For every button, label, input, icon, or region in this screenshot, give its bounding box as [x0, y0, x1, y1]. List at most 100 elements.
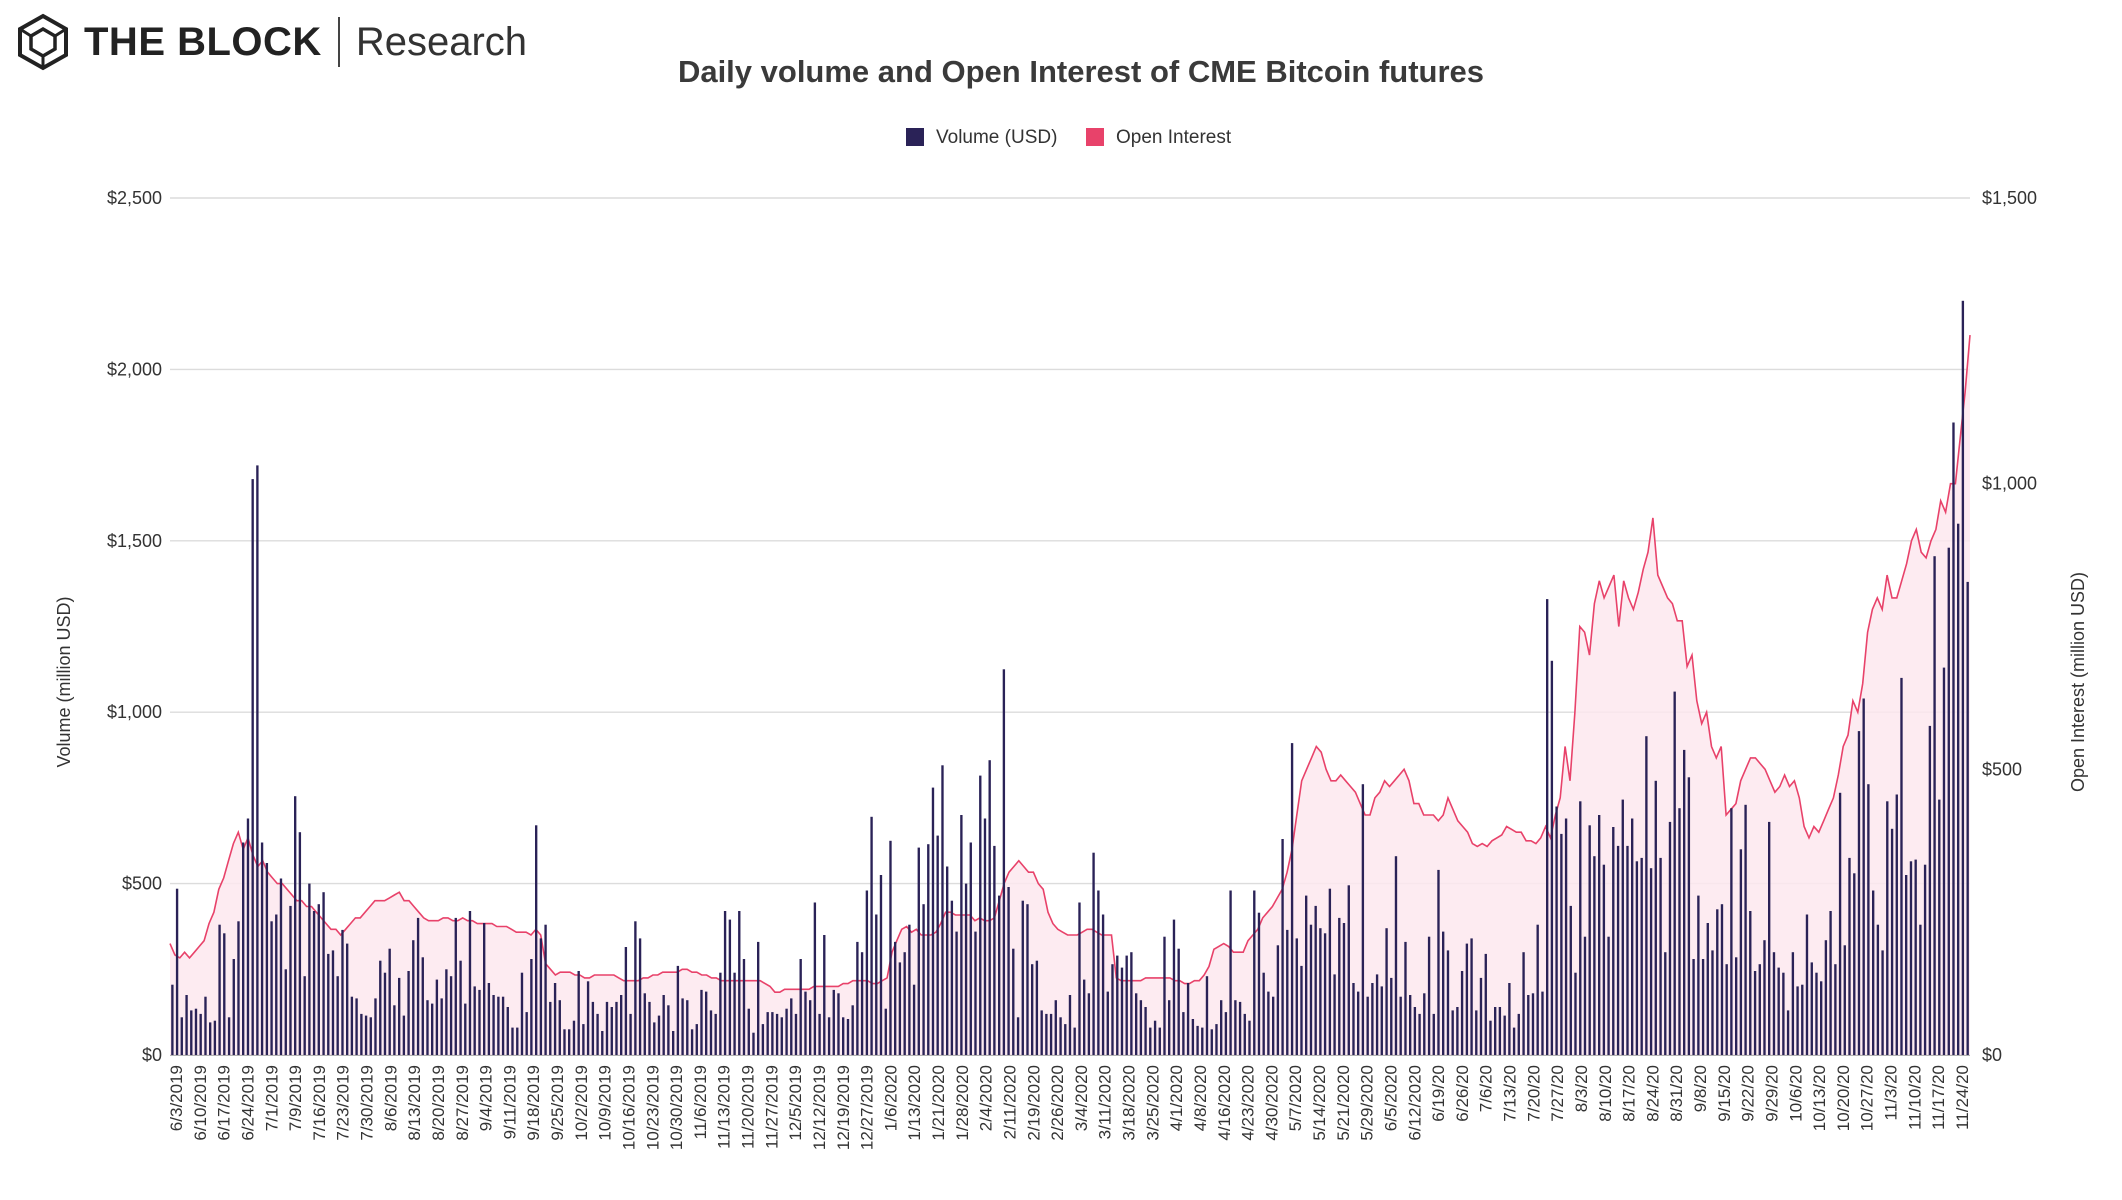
volume-bar: [884, 1008, 887, 1055]
volume-bar: [1957, 523, 1960, 1055]
volume-bar: [1607, 936, 1610, 1055]
volume-bar: [421, 957, 424, 1055]
x-tick-label: 10/30/2019: [667, 1065, 686, 1150]
volume-bar: [1437, 869, 1440, 1055]
volume-bar: [1716, 909, 1719, 1055]
volume-bar: [1054, 1000, 1057, 1055]
x-tick-label: 2/19/2020: [1024, 1065, 1043, 1141]
volume-bar: [757, 941, 760, 1055]
volume-bar: [771, 1012, 774, 1055]
volume-bar: [667, 1005, 670, 1055]
volume-bar: [544, 924, 547, 1055]
volume-bar: [393, 1005, 396, 1055]
volume-bar: [1135, 993, 1138, 1055]
volume-bar: [690, 1029, 694, 1055]
x-tick-label: 8/10/20: [1596, 1065, 1615, 1122]
volume-bar: [520, 972, 524, 1055]
volume-bar: [535, 825, 538, 1055]
volume-bar: [629, 1013, 632, 1055]
volume-bar: [1423, 993, 1426, 1055]
volume-bar: [445, 969, 448, 1055]
volume-bar: [1257, 912, 1261, 1055]
volume-bar: [624, 947, 628, 1055]
volume-bar: [1569, 905, 1572, 1055]
x-tick-label: 1/28/2020: [953, 1065, 972, 1141]
x-tick-label: 10/27/20: [1858, 1065, 1877, 1131]
volume-bar: [1668, 821, 1672, 1055]
volume-bar: [199, 1013, 202, 1055]
x-tick-label: 1/6/2020: [881, 1065, 900, 1131]
x-tick-label: 5/29/2020: [1358, 1065, 1377, 1141]
volume-bar: [728, 919, 732, 1055]
volume-bar: [1314, 905, 1317, 1055]
volume-bar: [1664, 952, 1667, 1055]
volume-bar: [279, 878, 283, 1055]
x-tick-label: 11/20/2019: [739, 1065, 758, 1149]
x-tick-label: 11/17/20: [1929, 1065, 1948, 1130]
x-tick-label: 10/20/20: [1834, 1065, 1853, 1131]
volume-bar: [572, 1020, 576, 1055]
volume-bar: [1163, 936, 1166, 1055]
volume-bar: [1380, 986, 1383, 1055]
volume-bar: [927, 844, 930, 1055]
volume-bar: [549, 1001, 552, 1055]
x-tick-label: 3/18/2020: [1120, 1065, 1139, 1141]
volume-bar: [412, 940, 415, 1055]
volume-bar: [1342, 923, 1346, 1055]
x-tick-label: 9/4/2019: [477, 1065, 496, 1131]
volume-bar: [1730, 808, 1733, 1055]
legend-label-open-interest: Open Interest: [1116, 127, 1232, 148]
volume-bar: [346, 943, 349, 1055]
x-tick-label: 3/4/2020: [1072, 1065, 1091, 1131]
volume-bar: [440, 998, 443, 1055]
volume-bar: [1224, 1012, 1228, 1055]
volume-bar: [449, 976, 453, 1055]
volume-bar: [1947, 547, 1950, 1055]
volume-bar: [1593, 856, 1596, 1055]
volume-bar: [511, 1027, 514, 1055]
x-tick-label: 9/25/2019: [548, 1065, 567, 1141]
volume-bar: [955, 931, 958, 1055]
volume-bar: [1366, 996, 1369, 1055]
volume-bar: [209, 1022, 212, 1055]
volume-bar: [950, 900, 954, 1055]
volume-bar: [1933, 556, 1936, 1055]
x-tick-label: 7/23/2019: [334, 1065, 353, 1141]
volume-bar: [426, 1000, 429, 1055]
volume-bar: [1026, 904, 1029, 1055]
volume-bar: [837, 993, 840, 1055]
volume-bar: [1328, 888, 1332, 1055]
volume-bar: [638, 938, 642, 1055]
volume-bar: [733, 972, 736, 1055]
x-tick-label: 7/16/2019: [310, 1065, 329, 1141]
volume-bar: [1909, 861, 1913, 1055]
y-left-tick-label: $500: [122, 874, 162, 894]
y-left-tick-label: $2,500: [107, 188, 162, 208]
volume-bar: [1049, 1013, 1053, 1055]
volume-bar: [714, 1013, 717, 1055]
volume-bar: [1413, 1007, 1417, 1055]
volume-bar: [809, 1000, 812, 1055]
volume-bar: [180, 1017, 183, 1055]
volume-bar: [605, 1001, 609, 1055]
volume-bar: [407, 971, 410, 1055]
volume-bar: [1772, 952, 1776, 1055]
volume-bar: [842, 1017, 845, 1055]
x-tick-label: 5/7/2020: [1286, 1065, 1305, 1131]
volume-bar: [1460, 971, 1464, 1055]
volume-bar: [1786, 1010, 1790, 1055]
volume-bar: [912, 984, 916, 1055]
volume-bar: [1753, 971, 1757, 1055]
volume-bar: [1021, 900, 1024, 1055]
volume-bar: [672, 1031, 675, 1055]
volume-bar: [1942, 667, 1946, 1055]
volume-bar: [1791, 952, 1795, 1055]
volume-bar: [591, 1001, 595, 1055]
volume-bar: [1168, 1000, 1171, 1055]
volume-bar: [1083, 979, 1086, 1055]
legend-label-volume: Volume (USD): [936, 127, 1057, 148]
x-tick-label: 6/5/2020: [1382, 1065, 1401, 1131]
volume-bar: [1045, 1013, 1048, 1055]
volume-bar: [1418, 1013, 1421, 1055]
x-tick-label: 11/3/20: [1882, 1065, 1901, 1120]
